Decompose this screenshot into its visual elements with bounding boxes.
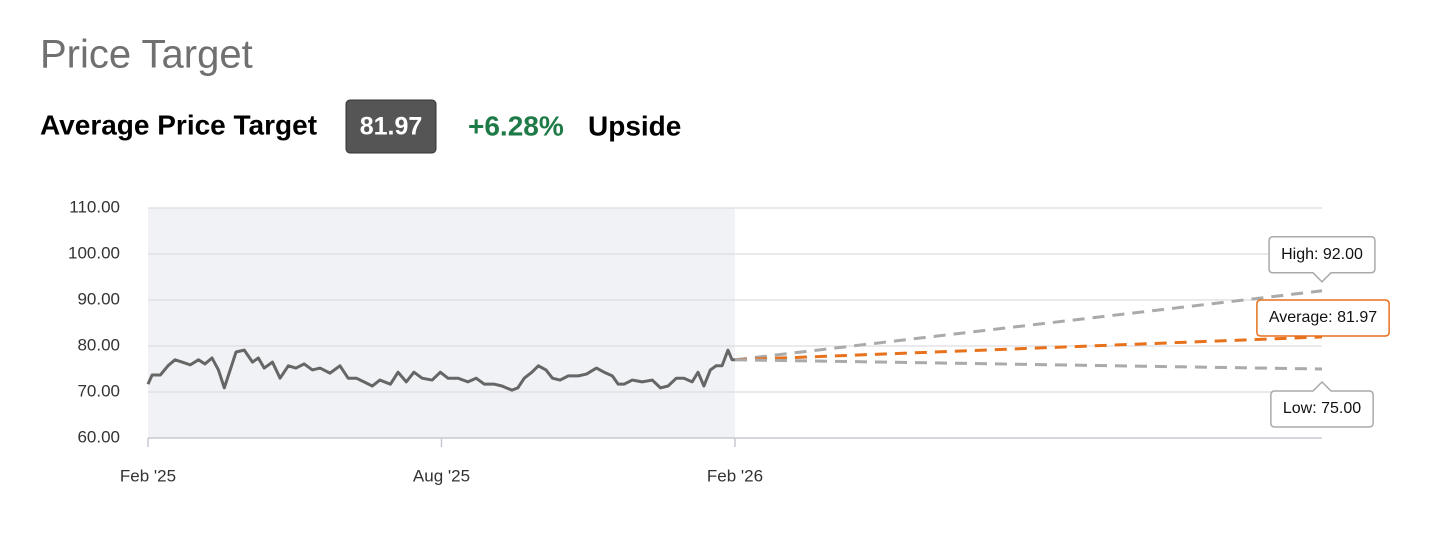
history-region <box>148 208 735 438</box>
upside-label: Upside <box>588 110 681 141</box>
x-tick-label: Feb '25 <box>120 466 176 485</box>
average-value: 81.97 <box>360 113 423 141</box>
target-line <box>734 335 1323 362</box>
y-tick-label: 90.00 <box>77 289 120 308</box>
upside-value: +6.28% <box>468 110 564 141</box>
target-label: High: 92.00 <box>1281 246 1363 263</box>
page-title: Price Target <box>40 33 253 77</box>
average-badge <box>345 99 437 154</box>
target-line <box>734 358 1323 371</box>
target-label: Low: 75.00 <box>1283 400 1361 417</box>
callout-box <box>1256 299 1390 337</box>
plot: 60.00 70.00 80.00 90.00 100.00 110.00 Feb '25 A… <box>68 197 1390 485</box>
target-line <box>734 289 1323 362</box>
y-tick-label: 80.00 <box>77 335 120 354</box>
y-tick-label: 70.00 <box>77 381 120 400</box>
y-tick-label: 110.00 <box>69 197 120 216</box>
callout-box <box>1268 236 1376 283</box>
average-label: Average Price Target <box>40 109 317 140</box>
x-tick-label: Aug '25 <box>413 466 470 485</box>
x-tick-label: Feb '26 <box>707 466 763 485</box>
callout-box <box>1270 380 1374 428</box>
target-callout: Average: 81.97 <box>1256 299 1390 337</box>
y-tick-label: 60.00 <box>77 427 120 446</box>
target-callout: Low: 75.00 <box>1270 380 1374 428</box>
price-line <box>146 348 735 392</box>
target-label: Average: 81.97 <box>1269 309 1377 326</box>
target-callout: High: 92.00 <box>1268 236 1376 283</box>
y-tick-label: 100.00 <box>68 243 120 262</box>
